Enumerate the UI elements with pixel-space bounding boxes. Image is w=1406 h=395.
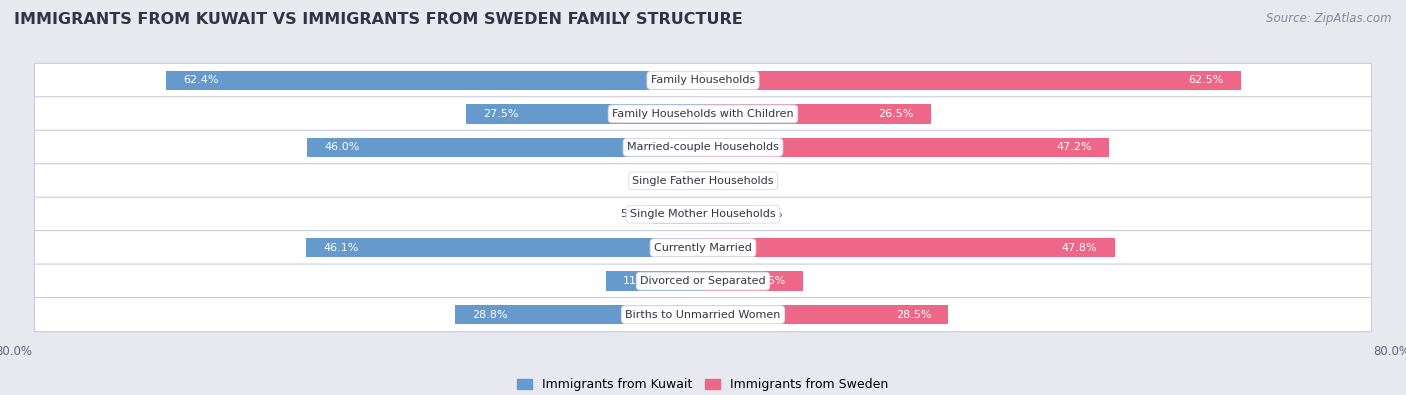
Text: Source: ZipAtlas.com: Source: ZipAtlas.com (1267, 12, 1392, 25)
Text: 11.3%: 11.3% (623, 276, 658, 286)
Text: Single Mother Households: Single Mother Households (630, 209, 776, 219)
Bar (703, 71, 1241, 90)
FancyBboxPatch shape (35, 130, 1371, 164)
Bar (703, 137, 1109, 157)
Bar (307, 238, 703, 258)
Text: 2.1%: 2.1% (725, 176, 754, 186)
Bar (703, 271, 803, 291)
FancyBboxPatch shape (35, 164, 1371, 198)
Text: 28.8%: 28.8% (472, 310, 508, 320)
Text: Family Households with Children: Family Households with Children (612, 109, 794, 119)
Text: Family Households: Family Households (651, 75, 755, 85)
Text: IMMIGRANTS FROM KUWAIT VS IMMIGRANTS FROM SWEDEN FAMILY STRUCTURE: IMMIGRANTS FROM KUWAIT VS IMMIGRANTS FRO… (14, 12, 742, 27)
Legend: Immigrants from Kuwait, Immigrants from Sweden: Immigrants from Kuwait, Immigrants from … (512, 373, 894, 395)
Text: 5.8%: 5.8% (620, 209, 648, 219)
Text: Single Father Households: Single Father Households (633, 176, 773, 186)
Text: 11.6%: 11.6% (751, 276, 786, 286)
Text: 27.5%: 27.5% (484, 109, 519, 119)
Bar (703, 104, 931, 124)
Text: Currently Married: Currently Married (654, 243, 752, 253)
Text: 28.5%: 28.5% (896, 310, 931, 320)
Bar (703, 205, 749, 224)
Text: 62.4%: 62.4% (183, 75, 218, 85)
Bar (467, 104, 703, 124)
Text: 62.5%: 62.5% (1188, 75, 1225, 85)
Text: Divorced or Separated: Divorced or Separated (640, 276, 766, 286)
Bar (456, 305, 703, 324)
FancyBboxPatch shape (35, 63, 1371, 98)
Bar (166, 71, 703, 90)
Bar (606, 271, 703, 291)
FancyBboxPatch shape (35, 264, 1371, 298)
Text: 26.5%: 26.5% (879, 109, 914, 119)
Bar (307, 137, 703, 157)
Bar (703, 305, 949, 324)
Text: 46.1%: 46.1% (323, 243, 359, 253)
Text: Births to Unmarried Women: Births to Unmarried Women (626, 310, 780, 320)
Text: 47.8%: 47.8% (1062, 243, 1098, 253)
FancyBboxPatch shape (35, 297, 1371, 332)
FancyBboxPatch shape (35, 231, 1371, 265)
Text: 2.1%: 2.1% (652, 176, 681, 186)
Text: 47.2%: 47.2% (1057, 142, 1092, 152)
Bar (685, 171, 703, 190)
Text: Married-couple Households: Married-couple Households (627, 142, 779, 152)
Bar (652, 205, 703, 224)
FancyBboxPatch shape (35, 97, 1371, 131)
Bar (703, 171, 721, 190)
Bar (703, 238, 1115, 258)
Text: 46.0%: 46.0% (323, 142, 360, 152)
FancyBboxPatch shape (35, 197, 1371, 231)
Text: 5.4%: 5.4% (754, 209, 782, 219)
